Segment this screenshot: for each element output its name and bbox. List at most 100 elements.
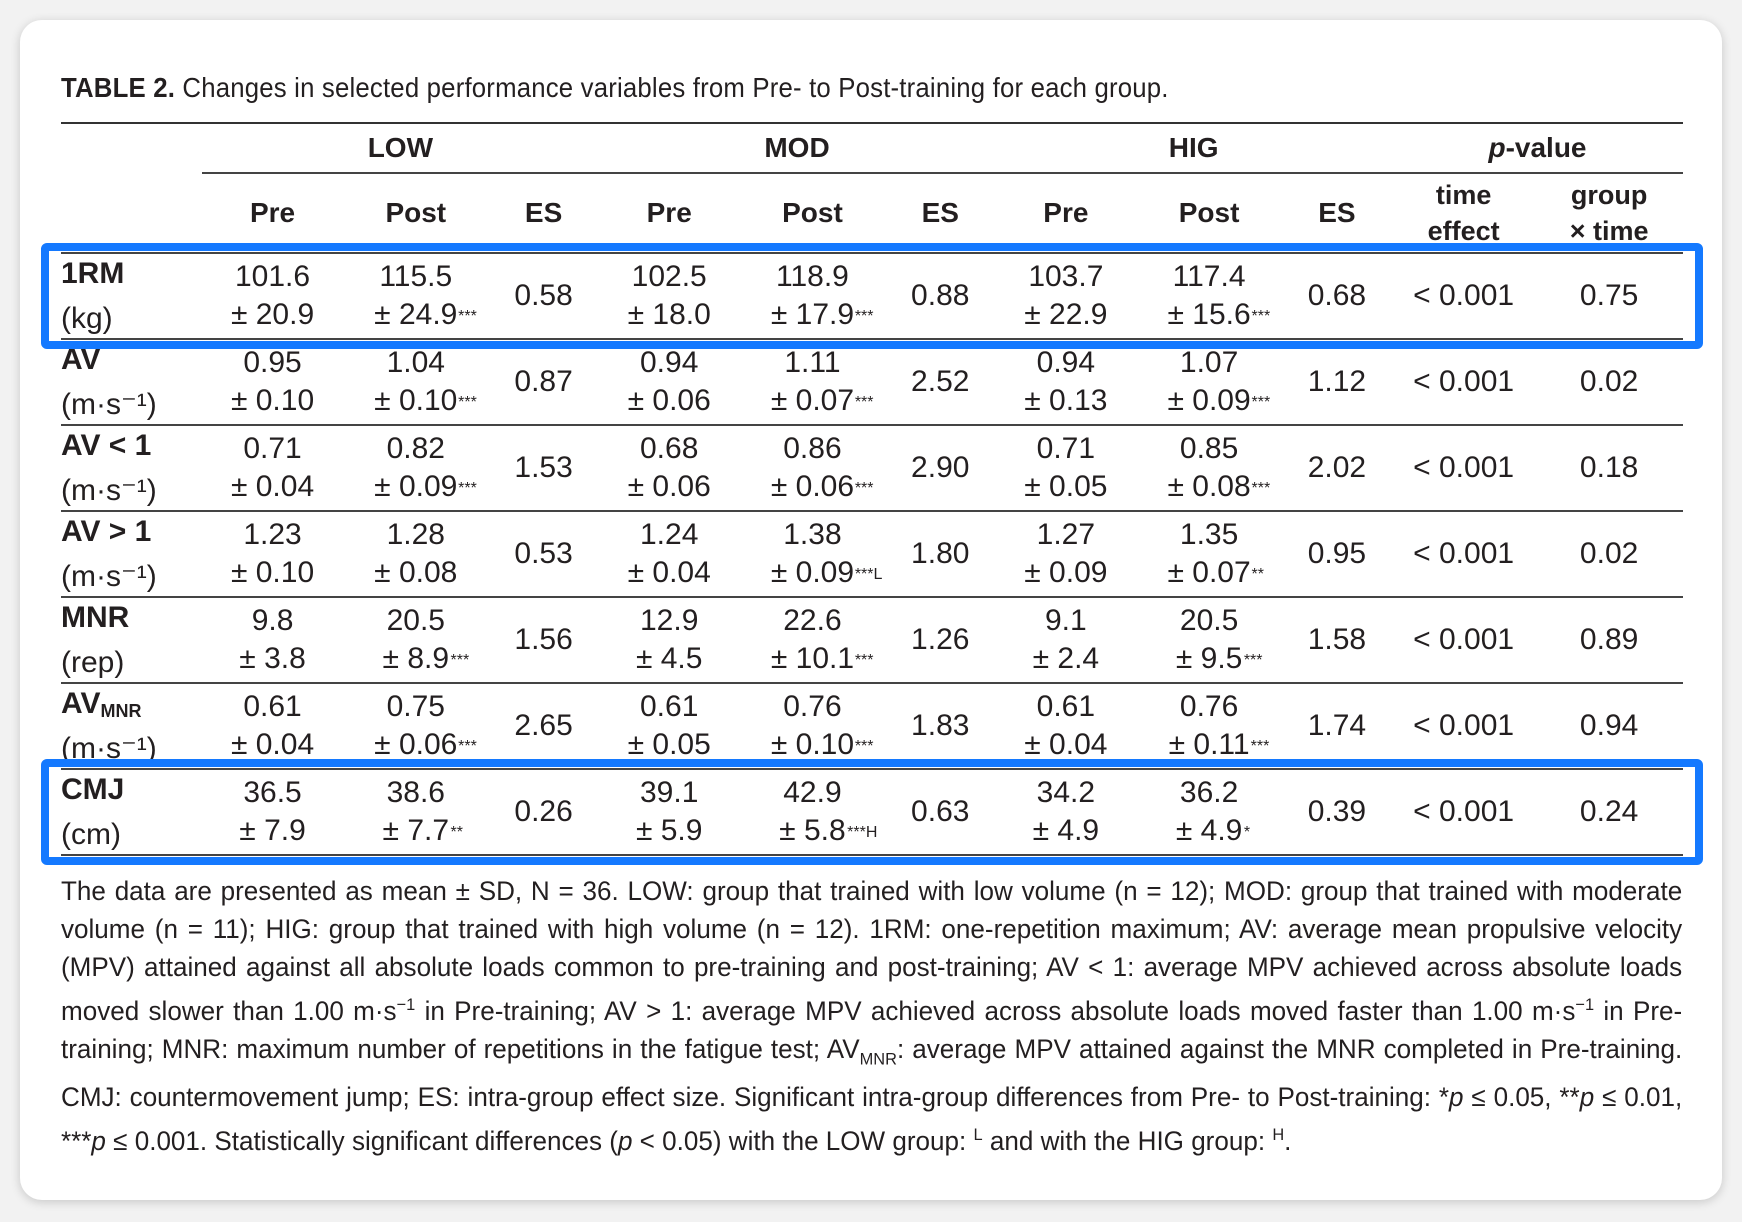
table-body: 1RM (kg) 101.6 ± 20.9 115.5 ± 24.9 *** 0.58 102.… xyxy=(61,253,1683,855)
variable-cell: AV (m·s⁻¹) xyxy=(61,339,202,425)
low-pre-sd: ± 0.10 xyxy=(230,556,315,589)
header-blank xyxy=(61,122,203,173)
low-pre-cell: 101.6 ± 20.9 xyxy=(202,253,343,339)
low-pre-sd: ± 7.9 xyxy=(239,814,306,847)
low-significance-marker: *** xyxy=(458,308,477,325)
hig-post-cell: 117.4 ± 15.6 *** xyxy=(1136,253,1281,339)
hig-pre-cell: 103.7 ± 22.9 xyxy=(995,253,1136,339)
low-pre-cell: 1.23 ± 0.10 xyxy=(202,511,343,597)
table-card: TABLE 2. Changes in selected performance… xyxy=(20,20,1722,1200)
hig-significance-marker: *** xyxy=(1250,738,1270,755)
hig-post-sd: ± 4.9 xyxy=(1175,814,1243,847)
mod-es-cell: 1.26 xyxy=(911,623,970,656)
mod-post-mean: 42.9 xyxy=(783,776,842,809)
hig-post-sd: ± 9.5 xyxy=(1175,642,1243,675)
hig-pre-mean: 103.7 xyxy=(1028,260,1104,293)
hig-pre-cell: 9.1 ± 2.4 xyxy=(995,597,1136,683)
low-pre-cell: 36.5 ± 7.9 xyxy=(202,769,343,855)
mod-significance-marker: ***L xyxy=(854,566,883,583)
variable-unit: (m·s⁻¹) xyxy=(61,731,157,765)
mod-significance-marker: *** xyxy=(854,480,874,497)
col-hig-pre: Pre xyxy=(1043,197,1089,228)
low-pre-mean: 101.6 xyxy=(235,260,311,293)
hig-significance-marker: *** xyxy=(1251,394,1271,411)
group-header-hig: HIG xyxy=(995,122,1392,174)
hig-pre-sd: ± 4.9 xyxy=(1032,814,1100,847)
mod-es-cell: 1.80 xyxy=(911,537,970,570)
hig-post-cell: 20.5 ± 9.5 *** xyxy=(1136,597,1281,683)
col-hig-es: ES xyxy=(1318,197,1356,228)
mod-post-mean: 1.11 xyxy=(784,346,841,379)
mod-pre-sd: ± 0.04 xyxy=(627,556,711,589)
mod-es-cell: 2.52 xyxy=(911,365,970,398)
time-effect-cell: < 0.001 xyxy=(1413,537,1515,570)
mod-post-cell: 22.6 ± 10.1 *** xyxy=(740,597,885,683)
low-significance-marker: *** xyxy=(458,480,477,497)
low-post-sd: ± 0.06 xyxy=(374,728,458,761)
mod-pre-cell: 102.5 ± 18.0 xyxy=(599,253,740,339)
mod-post-sd: ± 0.10 xyxy=(770,728,855,761)
low-post-sd: ± 8.9 xyxy=(382,642,450,675)
low-pre-sd: ± 20.9 xyxy=(230,298,315,331)
variable-name: AV > 1 xyxy=(61,514,152,548)
low-pre-mean: 0.71 xyxy=(243,432,302,465)
table-row: MNR (rep) 9.8 ± 3.8 20.5 ± 8.9 *** 1.56 12.9 ± 4.… xyxy=(61,597,1683,683)
mod-pre-cell: 1.24 ± 0.04 xyxy=(599,511,740,597)
variable-unit: (kg) xyxy=(61,301,113,335)
mod-post-cell: 0.86 ± 0.06 *** xyxy=(740,425,885,511)
group-time-cell: 0.75 xyxy=(1579,279,1639,312)
mod-post-cell: 42.9 ± 5.8 ***H xyxy=(740,769,885,855)
low-post-sd: ± 0.09 xyxy=(374,470,458,503)
hig-post-cell: 36.2 ± 4.9 * xyxy=(1136,769,1281,855)
low-pre-mean: 0.61 xyxy=(243,690,302,723)
hig-es-cell: 0.39 xyxy=(1307,795,1367,828)
hig-post-mean: 36.2 xyxy=(1179,776,1239,809)
low-es-cell: 0.53 xyxy=(514,537,573,570)
mod-es-cell: 0.88 xyxy=(911,279,970,312)
col-hig-post: Post xyxy=(1178,197,1240,228)
hig-post-mean: 1.35 xyxy=(1179,518,1239,551)
low-significance-marker: *** xyxy=(450,652,470,669)
variable-cell: AVMNR (m·s⁻¹) xyxy=(61,683,202,769)
time-effect-cell: < 0.001 xyxy=(1413,365,1515,398)
col-low-es: ES xyxy=(524,197,563,228)
hig-es-cell: 0.68 xyxy=(1307,279,1367,312)
low-post-sd: ± 0.08 xyxy=(374,556,458,589)
variable-unit: (m·s⁻¹) xyxy=(61,387,157,421)
low-pre-mean: 36.5 xyxy=(243,776,302,809)
mod-pre-cell: 39.1 ± 5.9 xyxy=(599,769,740,855)
hig-pre-cell: 0.94 ± 0.13 xyxy=(995,339,1136,425)
mod-es-cell: 1.83 xyxy=(911,709,970,742)
mod-pre-sd: ± 0.06 xyxy=(627,384,711,417)
group-header-mod: MOD xyxy=(598,122,996,174)
low-post-cell: 1.04 ± 0.10 *** xyxy=(343,339,488,425)
hig-post-cell: 0.85 ± 0.08 *** xyxy=(1136,425,1281,511)
low-post-sd: ± 0.10 xyxy=(374,384,458,417)
table-footnote: The data are presented as mean ± SD, N =… xyxy=(61,876,1683,1157)
table-row: AVMNR (m·s⁻¹) 0.61 ± 0.04 0.75 ± 0.06 *** 2.65 0… xyxy=(61,683,1683,769)
low-post-cell: 1.28 ± 0.08 xyxy=(343,511,488,597)
hig-pre-cell: 0.71 ± 0.05 xyxy=(995,425,1136,511)
low-es-cell: 0.58 xyxy=(514,279,573,312)
variable-name: CMJ xyxy=(61,772,125,806)
hig-pre-cell: 0.61 ± 0.04 xyxy=(995,683,1136,769)
hig-post-mean: 0.85 xyxy=(1179,432,1239,465)
col-mod-post: Post xyxy=(782,197,843,228)
table-row: 1RM (kg) 101.6 ± 20.9 115.5 ± 24.9 *** 0.58 102.… xyxy=(61,253,1683,339)
mod-post-sd: ± 5.8 xyxy=(779,814,846,847)
low-post-mean: 20.5 xyxy=(386,604,445,637)
low-pre-sd: ± 0.04 xyxy=(230,470,315,503)
hig-pre-cell: 1.27 ± 0.09 xyxy=(995,511,1136,597)
hig-post-cell: 1.07 ± 0.09 *** xyxy=(1136,339,1281,425)
low-significance-marker: *** xyxy=(458,394,477,411)
variable-cell: MNR (rep) xyxy=(61,597,202,683)
mod-post-sd: ± 0.06 xyxy=(770,470,855,503)
header-blank xyxy=(61,173,202,253)
table-row: AV > 1 (m·s⁻¹) 1.23 ± 0.10 1.28 ± 0.08 0.53 1.2… xyxy=(61,511,1683,597)
hig-pre-mean: 34.2 xyxy=(1036,776,1096,809)
low-pre-sd: ± 0.10 xyxy=(230,384,315,417)
low-post-cell: 115.5 ± 24.9 *** xyxy=(343,253,488,339)
variable-name: AV < 1 xyxy=(61,428,152,462)
hig-es-cell: 1.74 xyxy=(1307,709,1367,742)
mod-post-cell: 0.76 ± 0.10 *** xyxy=(740,683,885,769)
